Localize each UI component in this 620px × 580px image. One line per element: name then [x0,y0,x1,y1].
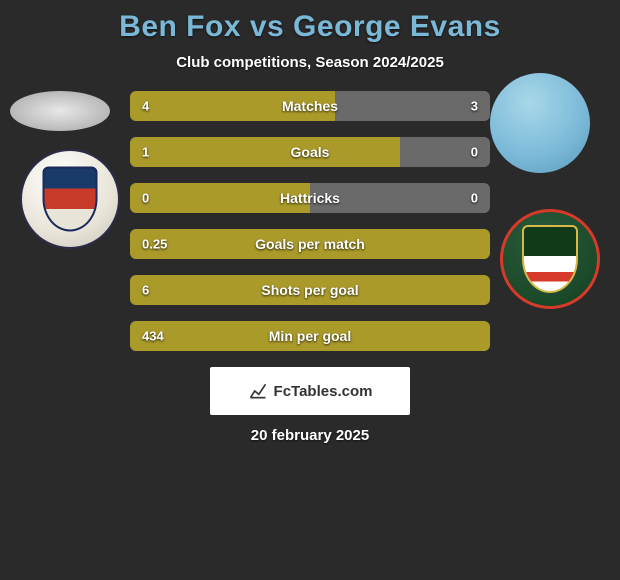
stat-val-right: 0 [471,191,478,206]
chart-icon [248,381,268,401]
stat-label: Goals [291,144,330,160]
stat-val-right: 3 [471,99,478,114]
stat-row: 4 Matches 3 [130,91,490,121]
bars-group: 4 Matches 3 1 Goals 0 0 Hattricks 0 [130,91,490,351]
stat-row: 0 Hattricks 0 [130,183,490,213]
stat-label: Goals per match [255,236,365,252]
stat-bar-left [130,137,400,167]
page-title: Ben Fox vs George Evans [0,10,620,44]
stat-label: Shots per goal [261,282,358,298]
player-right-avatar [490,73,590,173]
content-area: 4 Matches 3 1 Goals 0 0 Hattricks 0 [0,91,620,444]
player-left-avatar [10,91,110,131]
stat-val-left: 0 [142,191,149,206]
stat-label: Hattricks [280,190,340,206]
stat-label: Min per goal [269,328,351,344]
stat-row: 1 Goals 0 [130,137,490,167]
stat-bar-right [335,91,490,121]
stat-row: 0.25 Goals per match [130,229,490,259]
stat-label: Matches [282,98,338,114]
crest-left-shield [43,167,98,232]
brand-badge: FcTables.com [210,367,410,415]
crest-right-shield [522,225,578,293]
stat-val-left: 1 [142,145,149,160]
infographic-root: Ben Fox vs George Evans Club competition… [0,0,620,444]
stat-row: 6 Shots per goal [130,275,490,305]
page-subtitle: Club competitions, Season 2024/2025 [0,54,620,71]
crest-left [20,149,120,249]
stat-val-right: 0 [471,145,478,160]
crest-right [500,209,600,309]
stat-row: 434 Min per goal [130,321,490,351]
stat-val-left: 434 [142,329,164,344]
footer-date: 20 february 2025 [0,427,620,444]
stat-val-left: 4 [142,99,149,114]
stat-val-left: 0.25 [142,237,167,252]
brand-text: FcTables.com [274,383,373,400]
stat-val-left: 6 [142,283,149,298]
